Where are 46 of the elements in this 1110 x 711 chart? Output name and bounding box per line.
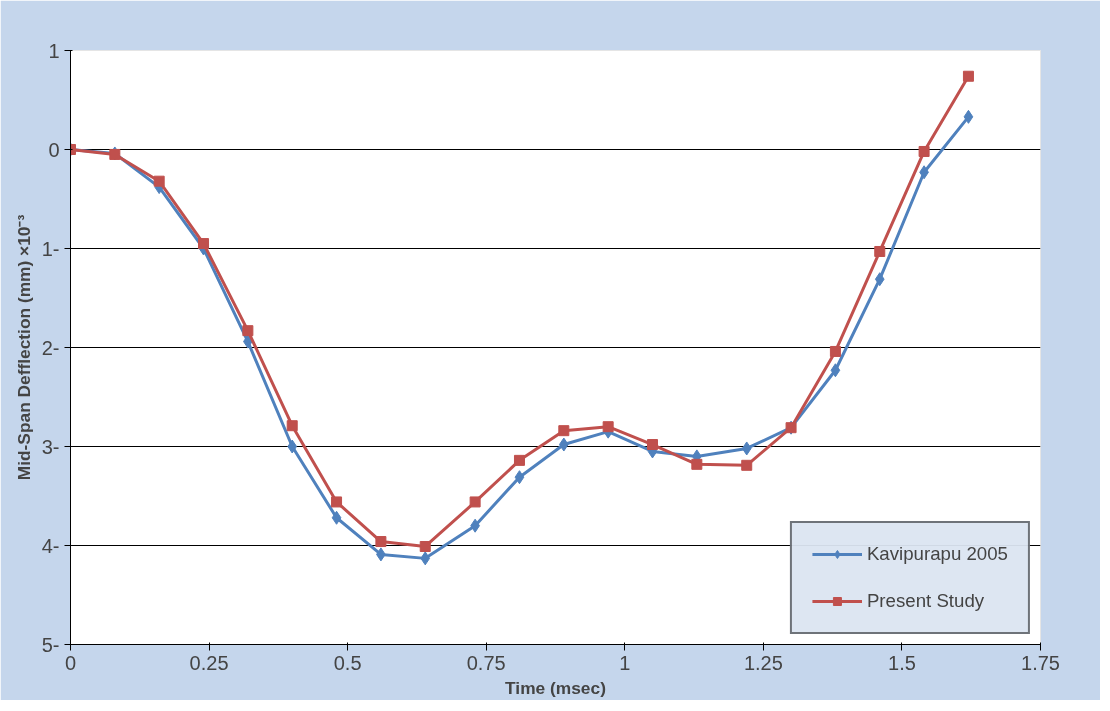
point	[962, 70, 974, 82]
point	[286, 420, 298, 432]
x-tick-label: 0.75	[466, 651, 506, 674]
y-tick-label: 5-	[41, 633, 60, 656]
y-tick-label: 1	[48, 39, 60, 62]
x-tick-label: 0.25	[189, 651, 229, 674]
point	[691, 458, 703, 470]
x-tick-label: 1	[619, 651, 631, 674]
point	[331, 510, 342, 525]
point	[287, 439, 298, 454]
legend-label: Present Study	[866, 590, 985, 612]
x-tick-label: 1.5	[888, 651, 916, 674]
y-tick-label: 2-	[41, 336, 60, 359]
y-tick-label: 4-	[41, 534, 60, 557]
point	[242, 325, 254, 337]
point	[602, 421, 614, 433]
x-tick-label: 1.75	[1021, 651, 1060, 674]
point	[963, 109, 974, 124]
x-tick-label: 0	[64, 651, 77, 674]
x-axis-title: Time (msec)	[505, 677, 606, 698]
point	[829, 345, 841, 357]
point	[469, 496, 481, 508]
point	[647, 439, 658, 451]
point	[420, 551, 431, 566]
point	[558, 437, 569, 452]
point	[153, 175, 165, 187]
x-tick-label: 1.25	[743, 651, 783, 674]
point	[918, 145, 930, 157]
point	[513, 454, 525, 466]
point	[558, 425, 570, 437]
y-tick-label: 1-	[41, 237, 60, 260]
legend-label: Kavipurapu 2005	[866, 543, 1008, 565]
y-tick-label: 3-	[41, 435, 60, 458]
point	[874, 245, 886, 257]
point	[198, 238, 210, 250]
point	[419, 540, 431, 552]
point	[331, 496, 343, 508]
point	[514, 470, 525, 485]
point	[375, 536, 387, 548]
y-axis-title: Mid-Span Defflection (mm) ×10⁻³	[13, 214, 34, 481]
point	[830, 363, 841, 378]
point	[741, 441, 752, 456]
point	[741, 459, 753, 471]
y-tick-label: 0	[48, 138, 60, 161]
x-tick-label: 0.5	[333, 651, 362, 674]
point	[874, 272, 885, 287]
